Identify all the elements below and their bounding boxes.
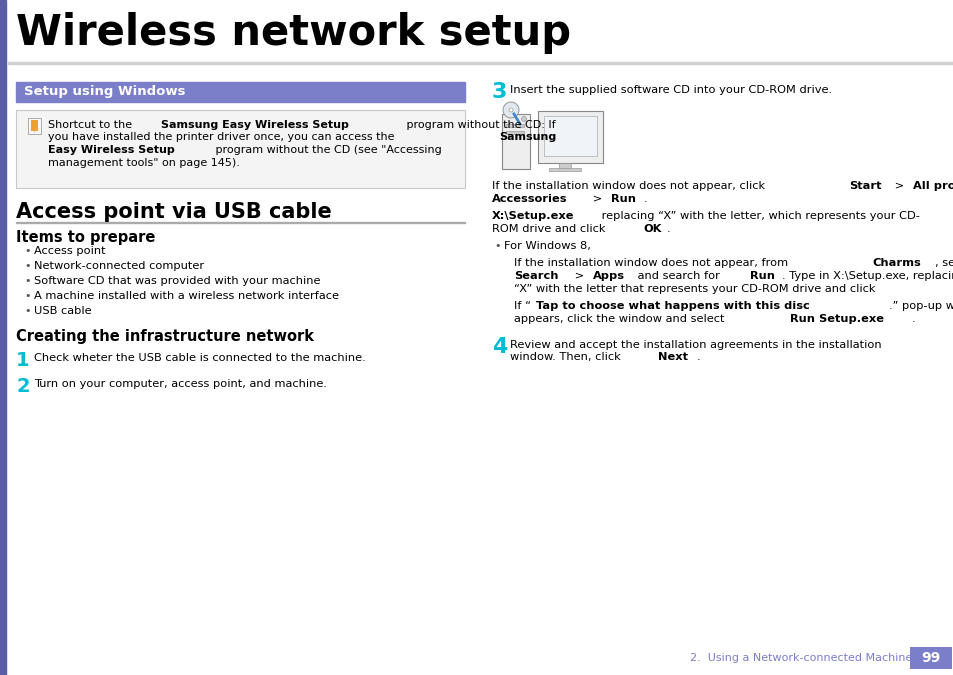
Text: Items to prepare: Items to prepare: [16, 230, 155, 245]
Text: you have installed the printer driver once, you can access the: you have installed the printer driver on…: [48, 132, 397, 142]
Text: replacing “X” with the letter, which represents your CD-: replacing “X” with the letter, which rep…: [598, 211, 920, 221]
Text: 99: 99: [921, 651, 940, 665]
Text: appears, click the window and select: appears, click the window and select: [514, 314, 727, 324]
Text: If the installation window does not appear, click: If the installation window does not appe…: [492, 181, 768, 191]
Text: 1: 1: [16, 351, 30, 370]
Bar: [548, 168, 580, 171]
Text: Review and accept the installation agreements in the installation: Review and accept the installation agree…: [510, 340, 881, 350]
Bar: [537, 111, 602, 163]
Circle shape: [509, 108, 513, 112]
Text: Shortcut to the: Shortcut to the: [48, 120, 135, 130]
Text: Next: Next: [657, 352, 687, 362]
Text: Run: Run: [749, 271, 774, 281]
Text: .” pop-up window: .” pop-up window: [888, 301, 953, 311]
Text: program without the CD (see "Accessing: program without the CD (see "Accessing: [212, 145, 441, 155]
Text: ROM drive and click: ROM drive and click: [492, 224, 608, 234]
Text: program without the CD: If: program without the CD: If: [403, 120, 556, 130]
Text: , select: , select: [934, 258, 953, 268]
Text: management tools" on page 145).: management tools" on page 145).: [48, 157, 239, 167]
Text: 4: 4: [492, 337, 507, 357]
Text: Wireless network setup: Wireless network setup: [16, 12, 571, 54]
Text: and search for: and search for: [634, 271, 723, 281]
Text: Tap to choose what happens with this disc: Tap to choose what happens with this dis…: [536, 301, 809, 311]
Text: •: •: [24, 246, 30, 256]
Text: Charms: Charms: [871, 258, 921, 268]
Text: Software CD that was provided with your machine: Software CD that was provided with your …: [34, 276, 320, 286]
FancyBboxPatch shape: [16, 110, 464, 188]
Text: .: .: [642, 194, 646, 204]
Text: Samsung: Samsung: [499, 132, 557, 142]
Bar: [16, 82, 464, 102]
Bar: [909, 647, 951, 669]
Text: •: •: [24, 291, 30, 301]
Text: Samsung Easy Wireless Setup: Samsung Easy Wireless Setup: [161, 120, 349, 130]
Circle shape: [521, 117, 526, 122]
Text: .: .: [666, 224, 670, 234]
Text: Apps: Apps: [593, 271, 624, 281]
Bar: [16, 222, 464, 223]
Text: •: •: [24, 306, 30, 316]
Text: Access point via USB cable: Access point via USB cable: [16, 202, 332, 222]
Text: . Type in X:\Setup.exe, replacing: . Type in X:\Setup.exe, replacing: [781, 271, 953, 281]
Text: 3: 3: [492, 82, 507, 102]
Text: Easy Wireless Setup: Easy Wireless Setup: [48, 145, 174, 155]
Text: Network-connected computer: Network-connected computer: [34, 261, 204, 271]
Text: 2: 2: [16, 377, 30, 396]
Bar: [543, 116, 597, 156]
Text: .: .: [911, 314, 914, 324]
Text: >: >: [890, 181, 907, 191]
Text: Check wheter the USB cable is connected to the machine.: Check wheter the USB cable is connected …: [34, 353, 365, 363]
Text: 2.  Using a Network-connected Machine: 2. Using a Network-connected Machine: [689, 653, 911, 663]
Text: USB cable: USB cable: [34, 306, 91, 316]
Text: >: >: [589, 194, 606, 204]
Text: •: •: [494, 241, 500, 251]
Text: .: .: [696, 352, 700, 362]
Text: Run Setup.exe: Run Setup.exe: [789, 314, 883, 324]
Bar: [501, 114, 530, 169]
Text: If “: If “: [514, 301, 531, 311]
Text: window. Then, click: window. Then, click: [510, 352, 623, 362]
Polygon shape: [33, 131, 36, 134]
Text: A machine installed with a wireless network interface: A machine installed with a wireless netw…: [34, 291, 338, 301]
Bar: [558, 163, 571, 169]
Text: >: >: [571, 271, 588, 281]
Text: Accessories: Accessories: [492, 194, 567, 204]
Text: Insert the supplied software CD into your CD-ROM drive.: Insert the supplied software CD into you…: [510, 85, 831, 95]
Polygon shape: [30, 120, 38, 131]
Text: Access point: Access point: [34, 246, 106, 256]
Text: •: •: [24, 276, 30, 286]
Text: Creating the infrastructure network: Creating the infrastructure network: [16, 329, 314, 344]
Text: Setup using Windows: Setup using Windows: [24, 86, 185, 99]
Text: Start: Start: [848, 181, 881, 191]
Text: “X” with the letter that represents your CD-ROM drive and click: “X” with the letter that represents your…: [514, 284, 879, 294]
Bar: [0, 0, 6, 675]
Bar: [28, 118, 41, 134]
Text: For Windows 8,: For Windows 8,: [503, 241, 590, 251]
Text: Turn on your computer, access point, and machine.: Turn on your computer, access point, and…: [34, 379, 327, 389]
Circle shape: [502, 102, 518, 118]
Text: X:\Setup.exe: X:\Setup.exe: [492, 211, 574, 221]
Bar: [505, 131, 523, 134]
Text: Search: Search: [514, 271, 558, 281]
Bar: [505, 124, 523, 127]
Bar: [8, 62, 953, 63]
Text: •: •: [24, 261, 30, 271]
Text: Run: Run: [611, 194, 636, 204]
Text: OK: OK: [642, 224, 661, 234]
Text: If the installation window does not appear, from: If the installation window does not appe…: [514, 258, 791, 268]
Text: All programs: All programs: [912, 181, 953, 191]
